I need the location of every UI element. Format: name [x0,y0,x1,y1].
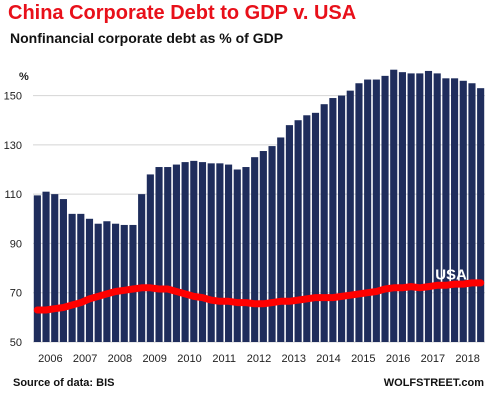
china-bar [207,163,215,342]
china-bar [320,104,328,342]
x-tick-label: 2008 [108,353,132,365]
china-bar [390,69,398,343]
china-bar [85,218,94,342]
china-bar [129,224,137,342]
china-bar [216,163,224,342]
china-bar [303,115,311,343]
x-axis-ticks: 2006 2007 2008 2009 2010 2011 2012 2013 2014 2015… [38,353,480,365]
china-bar [398,72,406,343]
china-bar [451,78,459,343]
x-tick-label: 2010 [177,353,201,365]
china-bar [190,160,198,342]
x-tick-label: 2015 [351,353,375,365]
y-axis-unit-label: % [19,71,29,83]
x-tick-label: 2013 [282,353,306,365]
china-bar [459,80,467,343]
china-bar [59,199,67,342]
china-bar [94,223,102,342]
china-bar [477,88,485,342]
china-bar [172,164,180,342]
china-bar [364,79,372,342]
china-bar [42,191,50,342]
china-bar [372,79,380,342]
china-bar [181,162,189,342]
china-bar [311,112,320,342]
china-bar [468,83,476,342]
china-bar [120,224,128,342]
china-bar [164,167,172,342]
china-bar [424,70,433,342]
china-bar [294,120,302,342]
china-bar [346,90,354,343]
china-bar [146,174,154,342]
x-tick-label: 2006 [38,353,62,365]
china-bar [33,195,41,342]
china-bar [112,223,120,342]
y-axis-ticks: 50 70 90 110 130 150 [4,91,22,349]
china-bar [251,157,259,342]
y-tick-label: 150 [4,91,22,103]
china-bar [329,98,337,343]
china-bar [268,146,276,342]
china-bar [103,221,111,342]
china-bar [138,194,146,342]
x-tick-label: 2009 [142,353,166,365]
china-bar [381,75,389,342]
x-tick-label: 2016 [386,353,410,365]
chart-title: China Corporate Debt to GDP v. USA [8,2,357,24]
brand-credit: WOLFSTREET.com [383,377,484,389]
china-bar [225,164,233,342]
usa-series-line [33,279,485,314]
china-bar [77,213,85,342]
china-bar [198,162,207,342]
china-bar [407,73,415,343]
x-tick-label: 2011 [212,353,236,365]
x-tick-label: 2017 [421,353,445,365]
china-bar [442,78,450,343]
china-bar [338,95,346,342]
usa-series-label: USA [435,266,467,283]
china-bar [433,73,441,343]
y-tick-label: 70 [10,288,22,300]
china-bars [33,69,485,343]
source-note: Source of data: BIS [13,377,115,389]
y-tick-label: 90 [10,238,22,250]
x-tick-label: 2012 [247,353,271,365]
x-tick-label: 2014 [316,353,340,365]
china-bar [355,83,363,342]
chart-subtitle: Nonfinancial corporate debt as % of GDP [10,30,284,46]
y-tick-label: 110 [4,189,22,201]
china-bar [416,73,424,343]
china-bar [51,194,59,342]
china-bar [259,151,267,342]
x-tick-label: 2007 [73,353,97,365]
y-tick-label: 50 [10,337,22,349]
china-bar [68,213,76,342]
y-tick-label: 130 [4,140,22,152]
china-bar [277,137,285,342]
china-bar [285,125,293,343]
x-tick-label: 2018 [455,353,479,365]
china-bar [233,169,241,342]
china-bar [155,167,163,342]
china-bar [242,167,250,342]
